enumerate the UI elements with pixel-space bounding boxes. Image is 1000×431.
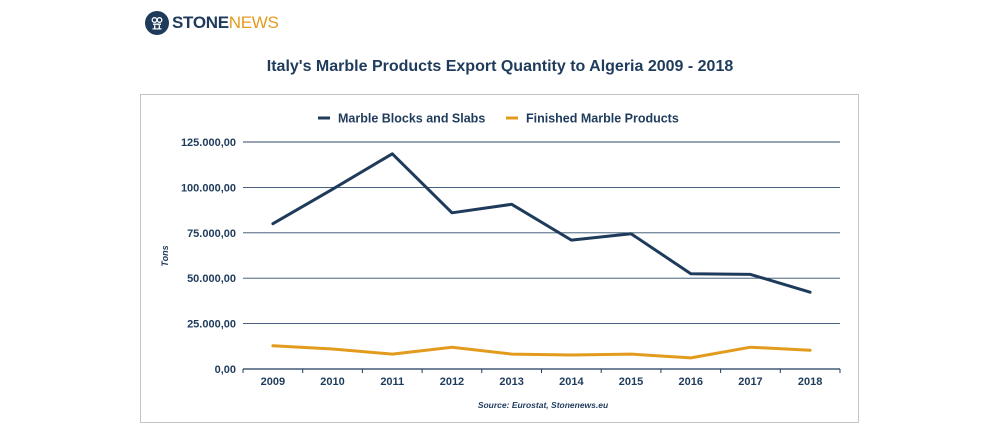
x-tick-label: 2012	[440, 376, 464, 388]
source-note: Source: Eurostat, Stonenews.eu	[478, 400, 609, 410]
y-tick-label: 25.000,00	[187, 319, 236, 331]
x-tick-label: 2011	[380, 376, 404, 388]
series-line-finished-marble-products	[271, 344, 812, 360]
y-tick-label: 75.000,00	[187, 228, 236, 240]
stonenews-logo: STONE NEWS	[145, 8, 279, 38]
legend-label: Finished Marble Products	[526, 112, 679, 126]
logo-text-stone: STONE	[172, 13, 229, 32]
x-tick-label: 2014	[559, 376, 584, 388]
y-axis-label: Tons	[160, 245, 170, 266]
x-tick-label: 2009	[261, 376, 285, 388]
y-tick-label: 125.000,00	[181, 137, 236, 149]
x-tick-label: 2015	[619, 376, 643, 388]
series-line-marble-blocks-and-slabs	[271, 152, 812, 294]
chart-title: Italy's Marble Products Export Quantity …	[266, 58, 734, 75]
y-tick-label: 0,00	[215, 364, 236, 376]
legend-label: Marble Blocks and Slabs	[338, 112, 485, 126]
y-tick-label: 50.000,00	[187, 273, 236, 285]
x-tick-label: 2018	[798, 376, 822, 388]
x-tick-label: 2016	[679, 376, 703, 388]
x-tick-label: 2010	[320, 376, 344, 388]
logo-badge-icon	[145, 11, 169, 35]
x-tick-label: 2013	[499, 376, 523, 388]
chart-frame	[140, 94, 859, 423]
x-tick-label: 2017	[738, 376, 762, 388]
y-tick-label: 100.000,00	[181, 182, 236, 194]
logo-text-news: NEWS	[228, 13, 279, 32]
